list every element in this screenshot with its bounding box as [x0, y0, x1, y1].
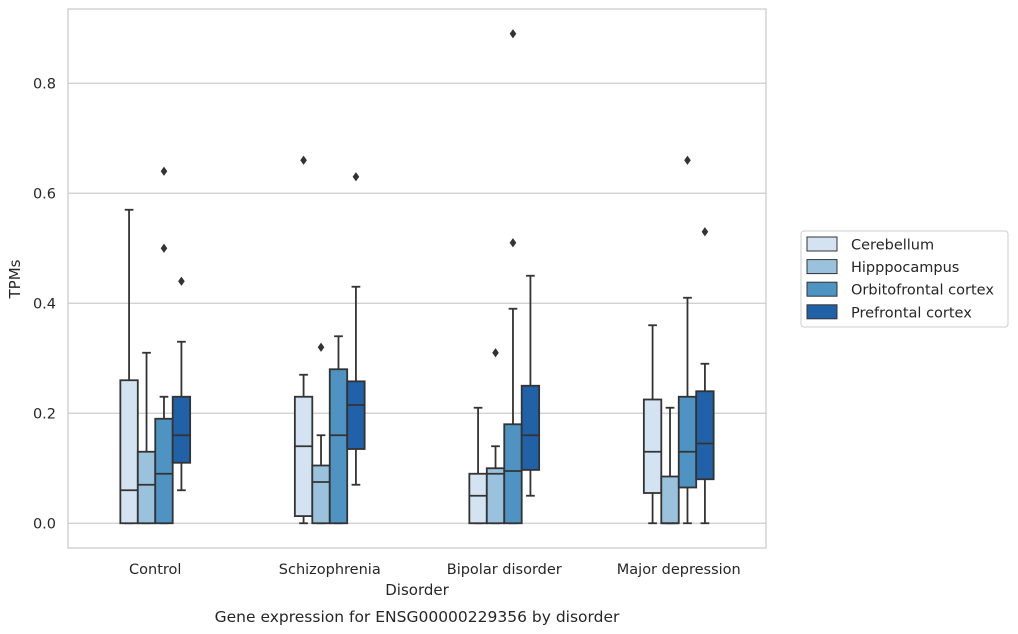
box-body — [328, 368, 349, 525]
outlier-point — [509, 238, 517, 248]
category-group — [119, 166, 192, 525]
outlier-point — [492, 348, 499, 358]
category-group — [642, 155, 715, 525]
legend-swatch — [806, 236, 838, 252]
box-hipppocampus — [660, 406, 680, 525]
x-tick-label: Major depression — [617, 562, 741, 578]
x-tick-label: Schizophrenia — [279, 562, 381, 578]
box-orbitofrontal-cortex — [677, 155, 698, 525]
box-hipppocampus — [311, 342, 331, 525]
box-body — [677, 395, 698, 489]
legend-swatch — [806, 304, 838, 320]
outlier-point — [160, 166, 168, 176]
box-orbitofrontal-cortex — [328, 335, 349, 525]
box-body — [695, 390, 715, 481]
legend-frame — [800, 230, 1009, 328]
legend-entry: Prefrontal cortex — [806, 304, 972, 321]
x-tick-labels: Control Schizophrenia Bipolar disorder Majo… — [129, 562, 741, 578]
box-body — [171, 395, 192, 464]
box-hipppocampus — [136, 351, 157, 525]
box-body — [520, 384, 541, 471]
plot-frame — [67, 8, 767, 549]
box-body — [136, 450, 157, 525]
box-body — [485, 467, 506, 525]
legend-label: Orbitofrontal cortex — [851, 283, 994, 299]
box-body — [642, 398, 663, 494]
outlier-point — [352, 172, 360, 182]
box-hipppocampus — [485, 348, 506, 525]
box-prefrontal-cortex — [346, 172, 366, 486]
box-cerebellum — [293, 155, 314, 525]
outlier-point — [701, 227, 709, 237]
box-prefrontal-cortex — [695, 227, 715, 525]
outlier-point — [178, 276, 185, 286]
outlier-point — [684, 155, 691, 165]
box-body — [660, 475, 680, 525]
box-body — [119, 379, 139, 525]
box-body — [346, 380, 366, 450]
box-prefrontal-cortex — [520, 274, 541, 497]
box-body — [503, 423, 523, 525]
box-cerebellum — [119, 208, 139, 525]
legend-entry: Hipppocampus — [806, 259, 959, 276]
x-tick-label: Bipolar disorder — [447, 562, 562, 578]
outlier-point — [300, 155, 307, 165]
legend-label: Prefrontal cortex — [851, 305, 972, 321]
box-cerebellum — [468, 406, 488, 525]
box-body — [154, 417, 174, 525]
category-group — [468, 29, 541, 525]
outlier-point — [160, 243, 168, 253]
figure-caption: Gene expression for ENSG00000229356 by d… — [215, 608, 620, 626]
outlier-point — [509, 29, 517, 39]
box-orbitofrontal-cortex — [154, 166, 174, 525]
y-tick-label: 0.6 — [33, 186, 56, 202]
legend-label: Cerebellum — [851, 238, 934, 254]
y-tick-labels: 0.0 0.2 0.4 0.6 0.8 — [33, 76, 56, 532]
legend-swatch — [806, 281, 838, 297]
x-tick-label: Control — [129, 562, 181, 578]
legend-entry: Cerebellum — [806, 236, 934, 254]
box-body — [293, 395, 314, 517]
y-tick-label: 0.2 — [33, 406, 56, 422]
box-prefrontal-cortex — [171, 276, 192, 492]
legend-entry: Orbitofrontal cortex — [806, 281, 994, 299]
box-orbitofrontal-cortex — [503, 29, 523, 525]
x-axis-title: Disorder — [385, 581, 449, 599]
box-body — [468, 472, 488, 525]
box-cerebellum — [642, 324, 663, 525]
y-axis-title: TPMs — [6, 259, 24, 299]
box-body — [311, 464, 331, 525]
legend-swatch — [806, 259, 838, 275]
legend-label: Hipppocampus — [851, 260, 959, 276]
legend: Cerebellum Hipppocampus Orbitofrontal cort… — [800, 230, 1009, 328]
category-group — [293, 155, 366, 525]
y-tick-label: 0.8 — [33, 76, 56, 92]
box-groups — [119, 29, 715, 525]
outlier-point — [317, 342, 325, 352]
y-tick-label: 0.0 — [33, 516, 56, 532]
y-tick-label: 0.4 — [33, 296, 56, 312]
